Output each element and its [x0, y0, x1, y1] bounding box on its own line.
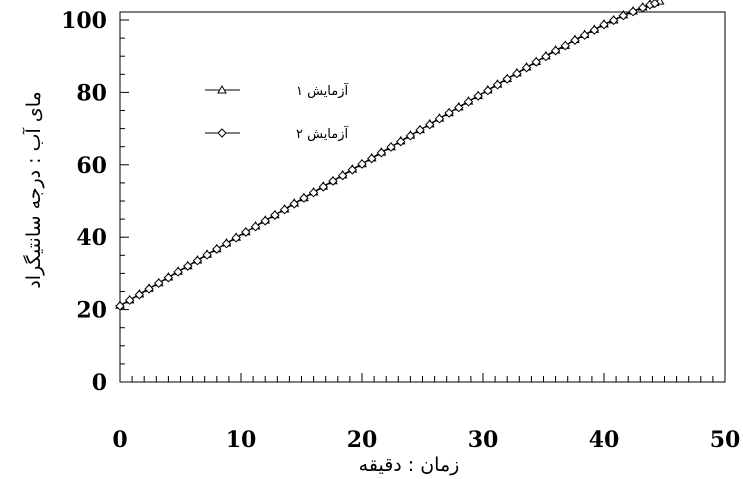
x-tick-label: 0 — [112, 427, 127, 453]
diamond-marker — [376, 148, 387, 158]
diamond-marker — [202, 250, 212, 260]
diamond-marker — [405, 131, 416, 141]
legend-label: آزمایش ۲ — [296, 125, 350, 142]
x-tick-label: 40 — [589, 427, 620, 453]
diamond-marker — [173, 267, 183, 277]
diamond-marker — [115, 301, 125, 311]
legend-label: آزمایش ۱ — [296, 82, 350, 99]
diamond-marker — [260, 216, 270, 226]
diamond-marker — [386, 142, 396, 152]
y-tick-label: 100 — [61, 8, 107, 34]
x-tick-label: 20 — [347, 427, 378, 453]
diamond-marker — [144, 284, 154, 294]
diamond-marker — [366, 153, 377, 164]
diamond-marker — [318, 182, 328, 192]
legend-item-2: آزمایش ۲ — [205, 125, 350, 142]
y-tick-label: 40 — [76, 225, 107, 251]
diamond-marker — [154, 278, 164, 288]
diamond-marker — [492, 80, 503, 90]
diamond-marker — [454, 102, 464, 113]
x-tick-label: 10 — [226, 427, 257, 453]
series-layer — [115, 0, 665, 311]
diamond-marker — [337, 170, 348, 181]
x-tick-label: 30 — [468, 427, 499, 453]
diamond-marker — [434, 114, 445, 124]
diamond-marker — [396, 136, 406, 147]
diamond-marker — [483, 85, 493, 96]
diamond-marker — [473, 91, 483, 101]
diamond-marker — [212, 244, 222, 254]
diamond-marker — [217, 128, 227, 138]
diamond-marker — [163, 273, 174, 283]
x-tick-label: 50 — [710, 427, 741, 453]
y-tick-label: 60 — [76, 153, 107, 179]
diamond-marker — [299, 193, 309, 203]
diamond-marker — [502, 74, 512, 84]
diamond-marker — [521, 63, 532, 73]
diamond-marker — [560, 40, 570, 51]
diamond-marker — [618, 10, 629, 21]
triangle-marker — [217, 84, 227, 94]
diamond-marker — [221, 239, 232, 249]
y-axis-title: ماى آب : درجه سانتیگراد — [21, 91, 45, 288]
diamond-marker — [650, 0, 660, 9]
diamond-marker — [599, 19, 609, 30]
diamond-marker — [550, 46, 561, 56]
diamond-marker — [183, 261, 193, 271]
diamond-marker — [463, 97, 474, 107]
diamond-marker — [279, 204, 290, 215]
diamond-marker — [250, 221, 261, 232]
diamond-marker — [357, 159, 367, 169]
diamond-marker — [347, 165, 358, 175]
diamond-marker — [270, 210, 280, 220]
diamond-marker — [328, 176, 338, 186]
diamond-marker — [415, 125, 425, 135]
diamond-marker — [541, 51, 551, 62]
diamond-marker — [512, 68, 522, 79]
diamond-marker — [608, 15, 619, 26]
diamond-marker — [425, 119, 435, 130]
y-tick-label: 0 — [92, 370, 107, 396]
y-tick-label: 20 — [76, 298, 107, 324]
diamond-marker — [589, 25, 600, 35]
y-axis-ticks: 0 20 40 60 80 100 — [61, 8, 129, 396]
x-axis-ticks: 0 10 20 30 40 50 — [112, 373, 740, 453]
diamond-marker — [570, 35, 580, 45]
diamond-marker — [192, 256, 203, 266]
diamond-marker — [628, 6, 638, 17]
plot-area — [119, 11, 726, 383]
x-axis-title: زمان : دقیقه — [359, 454, 460, 476]
diamond-marker — [124, 295, 135, 305]
diamond-marker — [231, 233, 241, 243]
diamond-marker — [134, 290, 145, 300]
diamond-marker — [638, 2, 648, 13]
diamond-marker — [531, 57, 541, 67]
y-tick-label: 80 — [76, 80, 107, 106]
diamond-marker — [444, 108, 454, 118]
legend-item-1: آزمایش ۱ — [205, 82, 350, 99]
series-2 — [115, 0, 660, 311]
diamond-marker — [308, 187, 319, 198]
legend: آزمایش ۱ آزمایش ۲ — [205, 82, 350, 142]
diamond-marker — [241, 227, 251, 237]
diamond-marker — [579, 30, 590, 40]
diamond-marker — [289, 199, 299, 209]
